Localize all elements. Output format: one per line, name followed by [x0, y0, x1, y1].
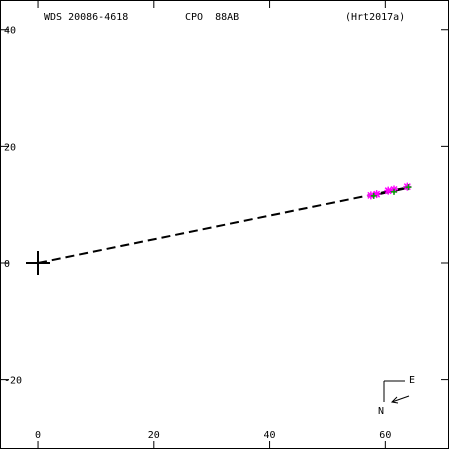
x-tick-label: 60 [379, 430, 391, 441]
compass-north: N [378, 406, 384, 417]
y-tick-label: -20 [4, 376, 22, 387]
header-id: WDS 20086-4618 [44, 12, 128, 23]
primary-star [26, 251, 50, 275]
compass [383, 380, 410, 404]
observation-plus [370, 192, 377, 199]
header-ref: (Hrt2017a) [345, 12, 405, 23]
x-tick-label: 40 [264, 430, 276, 441]
compass-east: E [409, 375, 415, 386]
observation-plus [405, 184, 412, 191]
observation-star [384, 186, 393, 195]
x-tick-label: 0 [35, 430, 41, 441]
observation-star [372, 190, 381, 199]
y-tick-label: 0 [4, 259, 10, 270]
observation-plus [391, 188, 398, 195]
x-tick-label: 20 [148, 430, 160, 441]
y-tick-label: 40 [4, 26, 16, 37]
header-name: CPO 88AB [185, 12, 239, 23]
y-tick-label: 20 [4, 142, 16, 153]
compass-arrow [391, 395, 410, 403]
dashed-orbit-line [37, 186, 409, 264]
compass-arrow-head [390, 396, 399, 404]
